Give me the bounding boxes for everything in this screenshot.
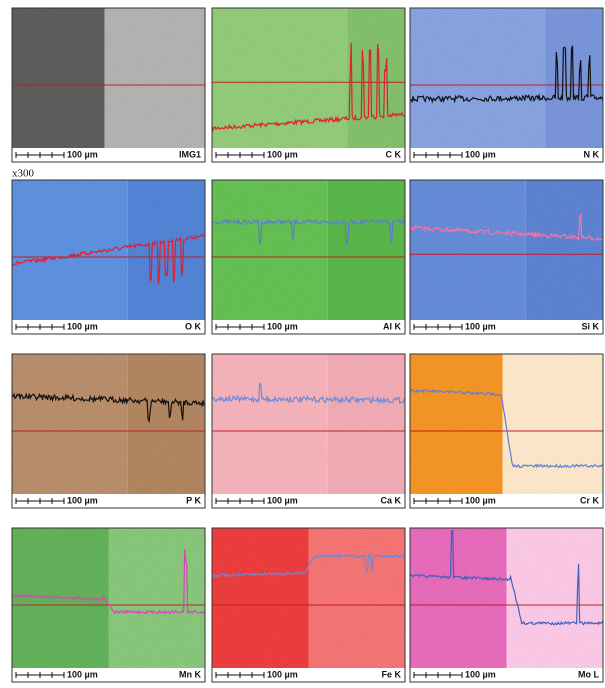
scale-label: 100 µm xyxy=(465,495,496,505)
element-label: O K xyxy=(185,321,202,331)
map-grain xyxy=(212,8,405,148)
panel: 100 µm P K xyxy=(11,353,206,509)
map-grain xyxy=(410,8,603,148)
panel: 100 µm Mo L xyxy=(409,527,604,683)
label-strip xyxy=(410,320,603,334)
panel: 100 µm Ca K xyxy=(211,353,406,509)
panel-frame xyxy=(211,527,406,683)
magnification-label: x300 xyxy=(12,168,35,180)
label-strip xyxy=(12,148,205,162)
panel: 100 µm C K xyxy=(211,7,406,163)
label-strip xyxy=(212,320,405,334)
map-grain xyxy=(12,354,205,494)
element-label: Cr K xyxy=(580,495,600,505)
element-label: P K xyxy=(186,495,201,505)
panel: 100 µm Si K xyxy=(409,179,604,335)
scale-label: 100 µm xyxy=(465,321,496,331)
panel-frame xyxy=(409,353,604,509)
scale-label: 100 µm xyxy=(465,149,496,159)
panel-frame xyxy=(11,179,206,335)
scale-label: 100 µm xyxy=(267,321,298,331)
panel: 100 µm Mn K xyxy=(11,527,206,683)
element-label: Mo L xyxy=(578,669,599,679)
label-strip xyxy=(12,668,205,682)
line-profile xyxy=(211,42,406,133)
scale-label: 100 µm xyxy=(67,495,98,505)
line-profile xyxy=(409,213,604,242)
line-profile xyxy=(409,45,604,104)
line-profile xyxy=(11,392,206,423)
element-label: IMG1 xyxy=(179,149,201,159)
panel-frame xyxy=(409,179,604,335)
panel-frame xyxy=(409,7,604,163)
line-profile xyxy=(11,233,206,285)
element-label: Fe K xyxy=(381,669,401,679)
line-profile xyxy=(409,388,604,469)
line-profile xyxy=(410,530,604,626)
panel-frame xyxy=(11,527,206,683)
panel: 100 µm Fe K xyxy=(211,527,406,683)
map-grain xyxy=(212,180,405,320)
panel-frame xyxy=(211,7,406,163)
panel: 100 µm Al K xyxy=(211,179,406,335)
panel: 100 µm O K xyxy=(11,179,206,335)
panel-frame xyxy=(211,179,406,335)
panel-frame xyxy=(11,7,206,163)
panel-frame xyxy=(211,353,406,509)
label-strip xyxy=(212,494,405,508)
label-strip xyxy=(212,148,405,162)
panel: 100 µm IMG1 xyxy=(11,7,206,163)
scale-label: 100 µm xyxy=(465,669,496,679)
map-grain xyxy=(212,354,405,494)
map-grain xyxy=(410,180,603,320)
scale-label: 100 µm xyxy=(67,149,98,159)
element-label: Si K xyxy=(581,321,599,331)
element-label: Ca K xyxy=(380,495,401,505)
scale-label: 100 µm xyxy=(267,495,298,505)
element-label: N K xyxy=(584,149,600,159)
panel: 100 µm N K xyxy=(409,7,604,163)
scale-label: 100 µm xyxy=(67,321,98,331)
line-profile xyxy=(11,549,205,615)
line-profile xyxy=(211,382,406,404)
panel-frame xyxy=(409,527,604,683)
element-label: C K xyxy=(386,149,402,159)
scale-label: 100 µm xyxy=(267,149,298,159)
label-strip xyxy=(410,668,603,682)
label-strip xyxy=(12,494,205,508)
element-label: Mn K xyxy=(179,669,201,679)
element-label: Al K xyxy=(383,321,402,331)
line-profile xyxy=(211,217,406,246)
label-strip xyxy=(212,668,405,682)
map-grain xyxy=(12,528,205,668)
label-strip xyxy=(410,148,603,162)
panel: 100 µm Cr K xyxy=(409,353,604,509)
map-grain xyxy=(12,8,205,148)
map-grain xyxy=(212,528,405,668)
scale-label: 100 µm xyxy=(267,669,298,679)
label-strip xyxy=(12,320,205,334)
scale-label: 100 µm xyxy=(67,669,98,679)
panel-frame xyxy=(11,353,206,509)
line-profile xyxy=(211,553,406,578)
label-strip xyxy=(410,494,603,508)
map-grain xyxy=(410,528,603,668)
